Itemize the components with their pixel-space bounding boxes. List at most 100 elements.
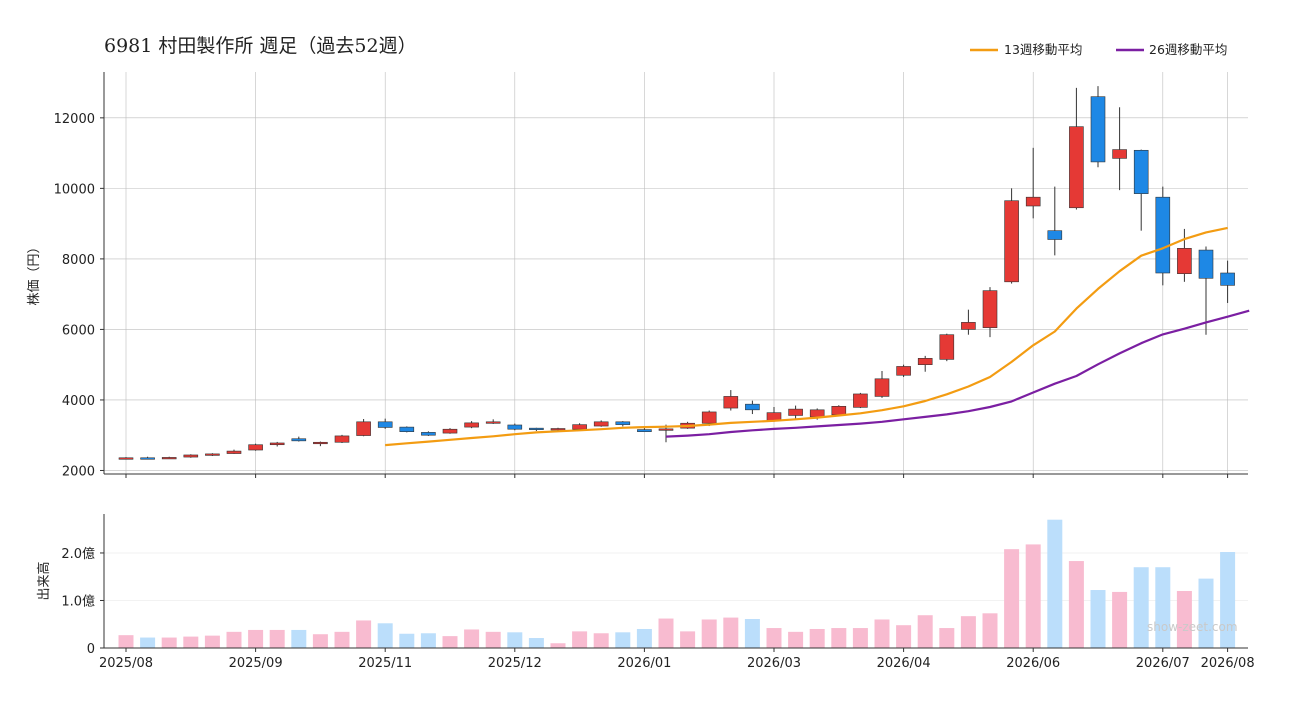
candle-up bbox=[982, 290, 998, 328]
price-tick-label: 8000 bbox=[62, 253, 95, 268]
price-tick-label: 4000 bbox=[62, 394, 95, 409]
candle-up bbox=[248, 444, 263, 451]
volume-bar-up bbox=[809, 628, 825, 648]
volume-bar-up bbox=[485, 631, 501, 648]
candle-up bbox=[853, 393, 868, 408]
volume-bar-up bbox=[593, 633, 609, 648]
volume-bar-up bbox=[1112, 591, 1128, 648]
candle-up bbox=[313, 441, 328, 445]
date-tick-label: 2025/08 bbox=[99, 656, 153, 671]
candle-up bbox=[1025, 196, 1041, 207]
volume-bar-up bbox=[161, 637, 177, 648]
candle-up bbox=[205, 453, 220, 456]
date-tick-label: 2025/09 bbox=[229, 656, 283, 671]
volume-bar-up bbox=[312, 634, 328, 648]
candle-up bbox=[485, 421, 501, 424]
candle-down bbox=[1047, 230, 1063, 240]
price-axis-label: 株価（円） bbox=[27, 240, 42, 305]
price-tick-label: 6000 bbox=[62, 323, 95, 338]
candle-up bbox=[658, 428, 674, 431]
volume-bar-up bbox=[960, 616, 976, 648]
candle-down bbox=[291, 438, 307, 442]
volume-bar-up bbox=[723, 617, 739, 648]
candle-up bbox=[809, 409, 825, 418]
legend: 13週移動平均 26週移動平均 bbox=[970, 42, 1227, 57]
candle-down bbox=[1220, 272, 1235, 286]
candle-down bbox=[745, 403, 760, 411]
candle-up bbox=[442, 428, 458, 434]
volume-bar-up bbox=[118, 635, 134, 648]
legend-label-ma13: 13週移動平均 bbox=[1004, 42, 1082, 57]
volume-bar-down bbox=[1220, 552, 1236, 648]
candle-up bbox=[766, 412, 782, 421]
ma13-line bbox=[385, 226, 1228, 447]
candle-down bbox=[1198, 249, 1214, 279]
candle-down bbox=[1090, 96, 1106, 163]
candle-up bbox=[572, 424, 587, 430]
candle-down bbox=[1133, 149, 1149, 194]
volume-bar-up bbox=[442, 636, 458, 648]
volume-bar-down bbox=[1198, 578, 1214, 648]
volume-bar-up bbox=[226, 631, 242, 648]
date-tick-label: 2026/08 bbox=[1201, 656, 1255, 671]
volume-bar-down bbox=[744, 619, 760, 648]
volume-bar-up bbox=[572, 631, 588, 648]
price-tick-label: 2000 bbox=[62, 464, 95, 479]
volume-tick-label: 0 bbox=[87, 642, 95, 657]
candle-up bbox=[701, 411, 717, 424]
volume-bar-up bbox=[356, 620, 372, 648]
ma26-line bbox=[665, 309, 1250, 438]
candle-up bbox=[118, 457, 134, 460]
candle-up bbox=[917, 358, 933, 365]
volume-bar-up bbox=[248, 629, 264, 648]
candle-up bbox=[1177, 248, 1192, 275]
volume-bar-up bbox=[269, 629, 285, 648]
candle-up bbox=[550, 428, 566, 431]
volume-bar-up bbox=[1025, 544, 1041, 648]
candle-down bbox=[637, 429, 652, 432]
price-tick-label: 10000 bbox=[54, 182, 95, 197]
volume-axis-label: 出来高 bbox=[36, 561, 52, 600]
volume-bar-up bbox=[831, 628, 847, 648]
date-tick-label: 2025/12 bbox=[488, 656, 542, 671]
candle-up bbox=[831, 405, 847, 416]
candle-down bbox=[399, 426, 415, 432]
candle-down bbox=[507, 424, 523, 430]
volume-bar-up bbox=[896, 625, 912, 648]
volume-bar-up bbox=[852, 628, 868, 648]
date-tick-label: 2026/01 bbox=[617, 656, 671, 671]
volume-bar-up bbox=[658, 618, 674, 648]
candle-up bbox=[334, 435, 350, 443]
volume-bar-up bbox=[1176, 590, 1192, 648]
candle-up bbox=[183, 454, 199, 458]
volume-bar-up bbox=[680, 631, 696, 648]
volume-bar-up bbox=[701, 619, 717, 648]
volume-bar-up bbox=[788, 631, 804, 648]
candle-up bbox=[226, 450, 242, 454]
legend-label-ma26: 26週移動平均 bbox=[1149, 42, 1227, 57]
candle-up bbox=[593, 421, 609, 427]
candle-down bbox=[377, 421, 393, 428]
volume-bar-up bbox=[982, 613, 998, 648]
volume-bar-down bbox=[636, 628, 652, 648]
volume-bar-down bbox=[615, 632, 631, 648]
volume-bar-down bbox=[528, 638, 544, 648]
volume-bar-down bbox=[291, 629, 307, 648]
volume-bar-up bbox=[1068, 561, 1084, 648]
volume-tick-label: 1.0億 bbox=[61, 593, 95, 609]
volume-bar-up bbox=[464, 629, 480, 648]
volume-bar-up bbox=[1004, 549, 1020, 648]
chart-title: 6981 村田製作所 週足（過去52週） bbox=[104, 35, 417, 57]
candle-up bbox=[788, 408, 803, 416]
volume-bar-up bbox=[874, 619, 890, 648]
price-tick-label: 12000 bbox=[54, 112, 95, 127]
date-tick-label: 2026/04 bbox=[877, 656, 931, 671]
candle-up bbox=[874, 378, 890, 397]
candle-down bbox=[1155, 196, 1171, 274]
candle-up bbox=[939, 334, 955, 360]
watermark: show-zeet.com bbox=[1147, 620, 1238, 634]
volume-bar-up bbox=[334, 631, 350, 648]
candle-up bbox=[356, 421, 371, 436]
volume-panel: 0 1.0億 2.0億 2025/08 2025/09 2025/11 2025/12 202… bbox=[36, 514, 1255, 671]
